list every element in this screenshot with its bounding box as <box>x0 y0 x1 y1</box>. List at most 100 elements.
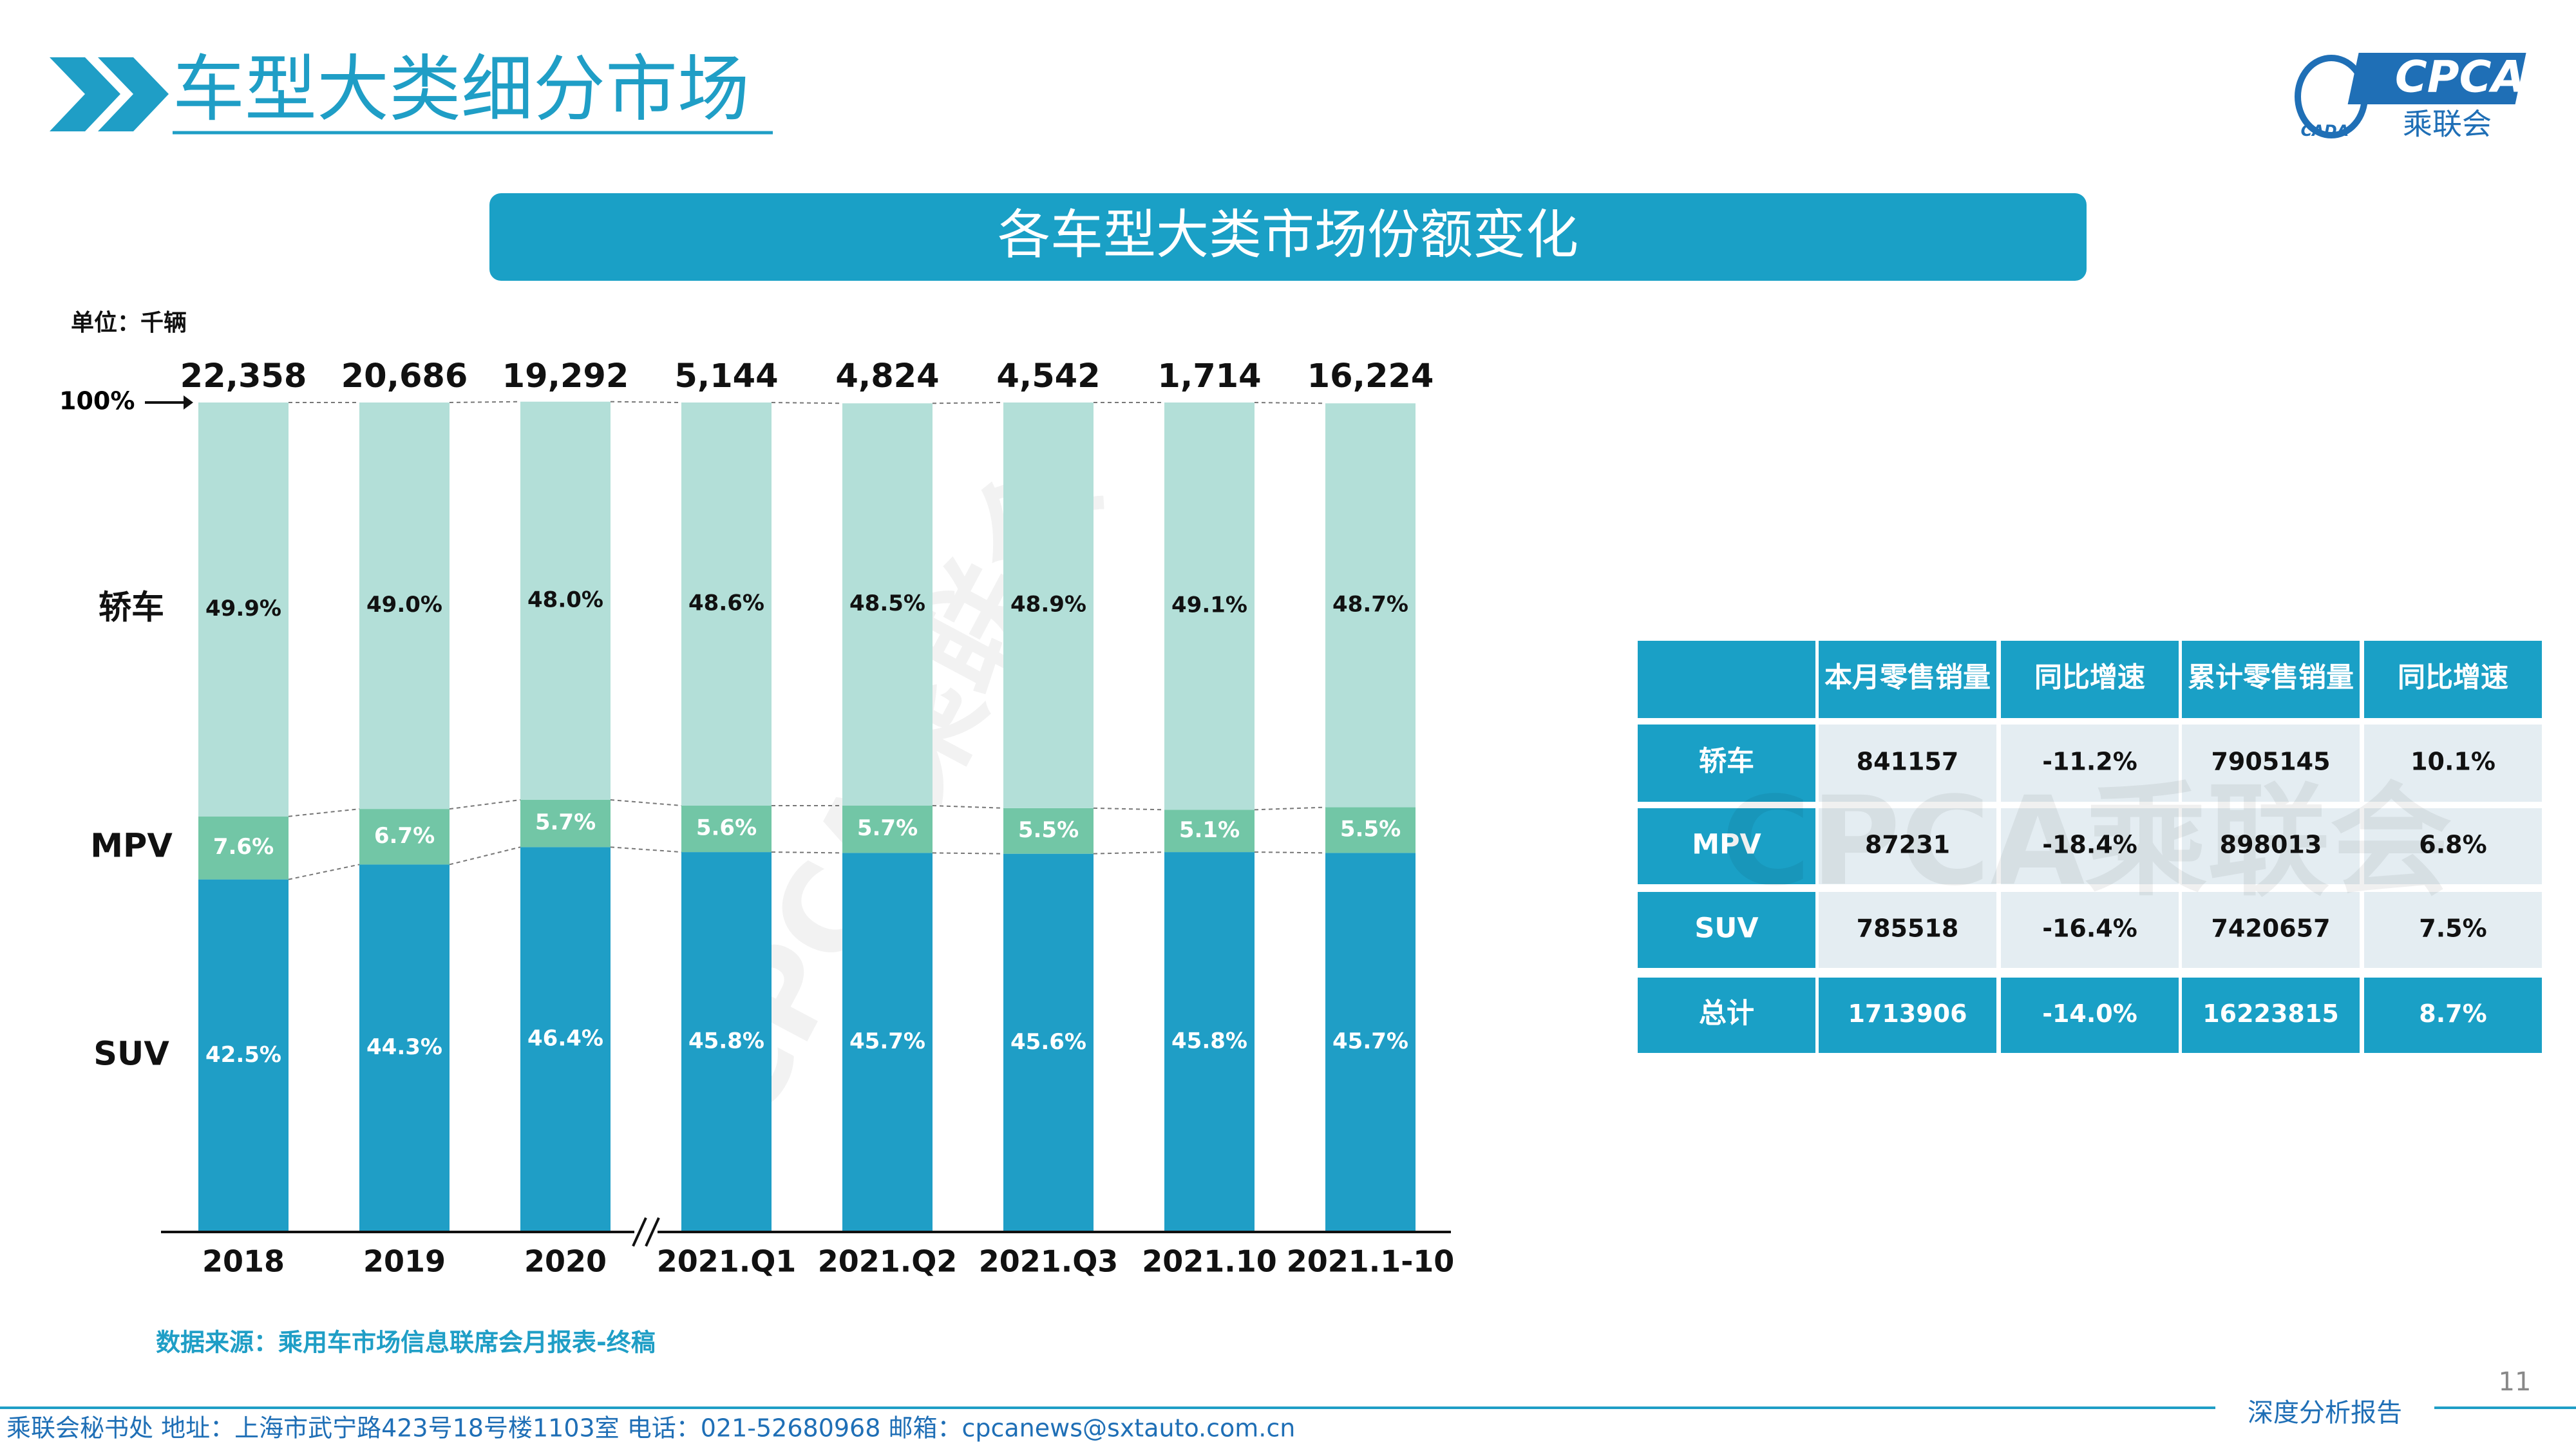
bar-segment <box>1164 810 1255 853</box>
total-label: 4,542 <box>996 357 1100 395</box>
table-text: -18.4% <box>2042 831 2137 859</box>
table-cell <box>1819 641 1996 718</box>
value-label: 45.6% <box>1010 1029 1086 1055</box>
table-cell <box>2364 641 2542 718</box>
source: 数据来源：乘用车市场信息联席会月报表-终稿 <box>156 1329 656 1357</box>
table-text: 7905145 <box>2211 748 2330 776</box>
logo-sub: 乘联会 <box>2403 107 2492 142</box>
table-text: 累计零售销量 <box>2188 662 2354 694</box>
table-cell <box>2001 978 2179 1053</box>
value-label: 45.8% <box>688 1028 764 1054</box>
connector <box>1254 402 1326 404</box>
chevron <box>50 57 120 131</box>
connector <box>932 804 1004 809</box>
logo-box <box>2347 53 2526 104</box>
bar-segment <box>359 809 450 865</box>
bar-segment <box>198 816 289 880</box>
table-cell <box>2182 641 2360 718</box>
value-label: 45.7% <box>849 1028 925 1054</box>
table-text: 87231 <box>1865 831 1950 859</box>
table-cell <box>1819 724 1996 802</box>
value-label: 48.0% <box>527 587 603 612</box>
legend-label: 轿车 <box>99 589 164 627</box>
total-label: 20,686 <box>341 357 468 395</box>
x-tick-label: 2021.10 <box>1142 1244 1277 1279</box>
bar-segment <box>681 402 772 806</box>
x-tick-label: 2021.Q2 <box>818 1244 958 1279</box>
connector <box>288 864 360 880</box>
connector <box>932 402 1004 404</box>
table-cell <box>2364 978 2542 1053</box>
logo: CPCA 乘联会 CADA <box>2295 52 2526 142</box>
value-label: 42.5% <box>205 1042 281 1068</box>
table-text: 16223815 <box>2202 999 2339 1028</box>
page-title: 车型大类细分市场 <box>173 48 750 131</box>
footer-tag: 深度分析报告 <box>2248 1398 2402 1428</box>
table-cell <box>2364 808 2542 884</box>
value-label: 5.5% <box>1340 816 1401 842</box>
x-tick-label: 2019 <box>363 1244 446 1279</box>
value-label: 49.0% <box>366 592 442 618</box>
bar-segment <box>1325 807 1416 853</box>
footer-contact: 乘联会秘书处 地址：上海市武宁路423号18号楼1103室 电话：021-526… <box>6 1414 1295 1443</box>
table-cell <box>2001 808 2179 884</box>
connector <box>771 402 843 404</box>
bar-segment <box>520 401 611 800</box>
tick-arrowhead <box>184 395 193 410</box>
table-cell <box>2364 892 2542 968</box>
logo-text: CPCA <box>2395 52 2525 103</box>
bar-segment <box>198 402 289 817</box>
total-label: 19,292 <box>502 357 629 395</box>
table-text: 本月零售销量 <box>1824 662 1991 694</box>
connector <box>288 808 360 817</box>
total-label: 16,224 <box>1307 357 1434 395</box>
bar-segment <box>1164 852 1255 1232</box>
connector <box>1254 851 1326 854</box>
y-tick-label: 100% <box>59 387 135 415</box>
value-label: 49.9% <box>205 596 281 621</box>
total-label: 1,714 <box>1157 357 1261 395</box>
chevron <box>98 57 169 131</box>
legend-label: SUV <box>93 1035 169 1073</box>
bar-segment <box>842 805 933 853</box>
bar-segment <box>1325 853 1416 1232</box>
connector <box>449 846 521 866</box>
table-cell <box>1638 641 1815 718</box>
value-label: 48.6% <box>688 590 764 616</box>
value-label: 45.7% <box>1332 1028 1408 1054</box>
table-text: 7.5% <box>2419 914 2486 943</box>
table-text: 10.1% <box>2410 748 2496 776</box>
value-label: 49.1% <box>1171 592 1247 618</box>
bar-segment <box>681 852 772 1232</box>
value-label: 7.6% <box>213 834 274 860</box>
value-label: 48.7% <box>1332 591 1408 617</box>
value-label: 46.4% <box>527 1026 603 1052</box>
x-tick-label: 2020 <box>524 1244 607 1279</box>
bar-segment <box>1164 402 1255 810</box>
connector <box>449 799 521 810</box>
table-text: 轿车 <box>1699 746 1754 778</box>
total-label: 22,358 <box>180 357 307 395</box>
table-cell <box>1638 808 1815 884</box>
bar-segment <box>1325 403 1416 808</box>
bar-segment <box>842 853 933 1232</box>
x-tick-label: 2021.Q3 <box>979 1244 1119 1279</box>
x-tick-label: 2021.Q1 <box>657 1244 797 1279</box>
table-text: MPV <box>1692 829 1761 861</box>
table-cell <box>2001 724 2179 802</box>
table-cell <box>1819 978 1996 1053</box>
table-cell <box>2182 808 2360 884</box>
bar-segment <box>1003 853 1094 1232</box>
table-cell <box>1638 892 1815 968</box>
axis-break <box>645 1217 660 1247</box>
table-cell <box>1819 808 1996 884</box>
connector <box>1254 806 1326 811</box>
bar-segment <box>681 805 772 853</box>
value-label: 5.7% <box>857 815 918 841</box>
value-label: 6.7% <box>374 823 435 849</box>
value-label: 5.5% <box>1018 817 1079 843</box>
table-text: 1713906 <box>1848 999 1967 1028</box>
bar-segment <box>359 402 450 810</box>
